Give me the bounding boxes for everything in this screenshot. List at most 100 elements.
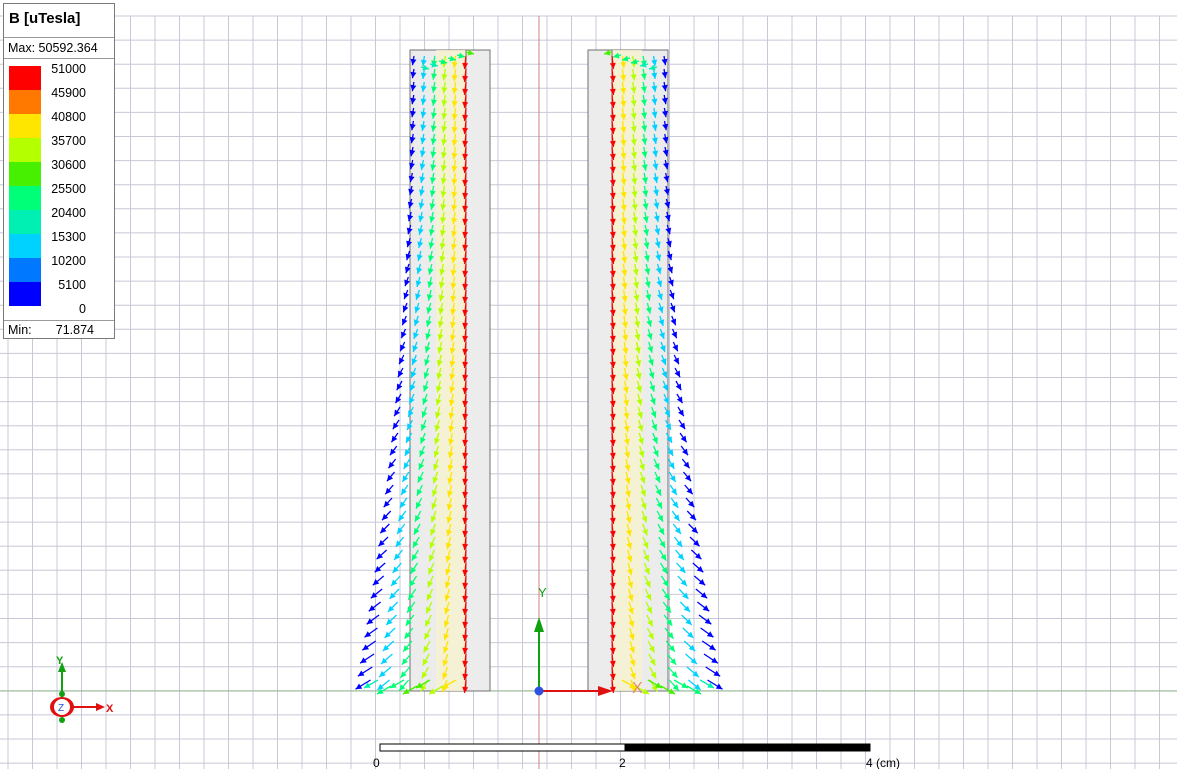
field-vector-head xyxy=(631,217,638,224)
field-vector-head xyxy=(706,631,714,638)
field-vector-head xyxy=(420,437,426,444)
field-vector-head xyxy=(399,501,406,508)
field-vector-head xyxy=(650,671,657,679)
field-vector-head xyxy=(620,100,627,108)
field-vector-head xyxy=(665,606,671,613)
field-vector-head xyxy=(379,670,386,677)
field-vector-head xyxy=(661,84,668,92)
field-vector-head xyxy=(402,475,409,482)
field-vector-head xyxy=(446,503,453,511)
field-vector-head xyxy=(653,202,660,209)
field-vector-head xyxy=(397,527,404,534)
field-vector-head xyxy=(692,670,699,677)
field-vector-head xyxy=(642,203,649,210)
field-vector-head xyxy=(445,555,452,563)
field-vector-head xyxy=(407,214,414,222)
field-vector-head xyxy=(423,372,430,379)
field-vector-head xyxy=(639,463,645,471)
field-vector-head xyxy=(420,72,427,79)
field-vector-head xyxy=(609,218,616,225)
field-vector-head xyxy=(401,318,408,326)
field-vector-head xyxy=(623,399,630,407)
field-vector-head xyxy=(652,437,658,444)
field-vector-head xyxy=(609,439,616,446)
field-vector-head xyxy=(400,671,407,678)
field-vector-head xyxy=(671,488,677,495)
field-vector-head xyxy=(648,372,655,379)
legend-swatch xyxy=(9,90,41,114)
gizmo-x-label: X xyxy=(106,703,114,715)
field-vector-head xyxy=(609,166,616,173)
field-vector-head xyxy=(448,412,455,420)
field-vector-head xyxy=(609,283,616,290)
field-vector-head xyxy=(638,437,644,445)
field-vector-head xyxy=(609,296,616,303)
field-vector-head xyxy=(415,280,422,287)
field-vector-head xyxy=(451,139,458,147)
field-vector-head xyxy=(449,55,456,62)
field-vector-head xyxy=(646,606,652,614)
field-vector-head xyxy=(649,385,655,392)
field-vector-head xyxy=(462,400,469,407)
field-vector-head xyxy=(462,517,469,524)
field-vector-head xyxy=(674,527,681,534)
field-vector-head xyxy=(449,373,456,381)
field-vector-head xyxy=(643,229,650,236)
field-vector-head xyxy=(664,410,670,417)
field-vector-head xyxy=(633,307,640,315)
legend-tick-label: 40800 xyxy=(51,110,86,124)
field-vector-head xyxy=(462,309,469,316)
field-vector-head xyxy=(645,593,652,601)
field-vector-head xyxy=(651,684,658,692)
field-vector-head xyxy=(609,582,616,589)
field-vector-head xyxy=(649,658,656,666)
field-vector-head xyxy=(613,52,620,59)
field-vector-head xyxy=(451,230,458,238)
field-vector-head xyxy=(403,462,410,469)
field-vector-head xyxy=(445,568,451,576)
field-vector-head xyxy=(634,333,641,341)
field-vector-head xyxy=(385,487,392,495)
field-vector-head xyxy=(451,165,458,173)
field-vector-head xyxy=(462,62,469,69)
field-vector-head xyxy=(381,513,389,521)
color-legend[interactable]: B [uTesla] Max: 50592.364 51000 45900 4080… xyxy=(3,3,115,339)
field-vector-head xyxy=(643,554,650,562)
field-vector-head xyxy=(667,632,674,639)
field-vector-head xyxy=(409,123,416,131)
field-vector-head xyxy=(438,307,445,315)
field-vector-head xyxy=(641,125,648,132)
orientation-gizmo[interactable]: Y X Z xyxy=(50,655,114,723)
field-vector-head xyxy=(680,435,687,443)
field-vector-head xyxy=(429,190,436,197)
field-vector-head xyxy=(410,84,417,92)
field-vector-head xyxy=(631,204,638,211)
field-vector-head xyxy=(650,398,656,405)
field-vector-head xyxy=(609,478,616,485)
field-vector-head xyxy=(443,620,450,628)
field-vector-head xyxy=(609,231,616,238)
field-vector-head xyxy=(648,632,654,640)
field-vector-head xyxy=(625,529,632,537)
field-vector-head xyxy=(625,503,632,511)
field-vector-head xyxy=(659,345,666,352)
field-vector-head xyxy=(447,451,454,459)
field-vector-head xyxy=(694,552,702,560)
field-vector-head xyxy=(420,684,427,692)
legend-tick-label: 25500 xyxy=(51,182,86,196)
field-vector-head xyxy=(420,59,427,66)
field-vector-head xyxy=(462,478,469,485)
field-vector-head xyxy=(422,398,428,405)
field-vector-head xyxy=(441,87,448,94)
field-vector-head xyxy=(446,516,453,524)
field-vector-head xyxy=(423,385,429,392)
field-vector-head xyxy=(462,140,469,147)
field-vector-head xyxy=(442,672,448,680)
field-vector-head xyxy=(410,110,417,118)
field-vector-head xyxy=(671,671,678,678)
field-vector-head xyxy=(420,137,427,144)
legend-swatch xyxy=(9,210,41,234)
field-vector-head xyxy=(626,542,633,550)
field-vector-head xyxy=(663,188,670,196)
